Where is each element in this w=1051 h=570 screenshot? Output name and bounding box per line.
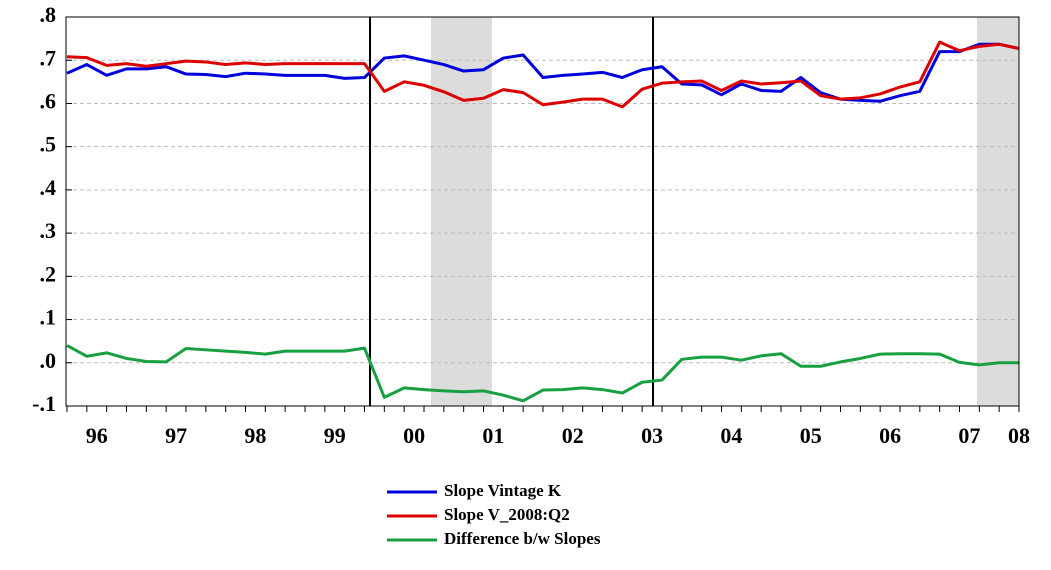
x-tick-label: 96 — [86, 423, 108, 448]
y-tick-label: -.1 — [32, 391, 56, 416]
legend-label: Difference b/w Slopes — [444, 529, 601, 548]
x-tick-label: 00 — [403, 423, 425, 448]
series-line — [66, 40, 1020, 109]
x-tick-label: 01 — [482, 423, 504, 448]
y-tick-label: .1 — [40, 305, 57, 330]
x-tick-label: 04 — [720, 423, 742, 448]
y-tick-label: .5 — [40, 132, 57, 157]
x-tick-label: 06 — [879, 423, 901, 448]
y-tick-label: .3 — [40, 218, 57, 243]
x-tick-label: 03 — [641, 423, 663, 448]
series-line — [66, 42, 1020, 103]
x-tick-label: 08 — [1008, 423, 1030, 448]
recession-shade — [977, 17, 1019, 406]
y-tick-label: .7 — [40, 45, 57, 70]
series-line — [66, 344, 1019, 403]
legend-label: Slope V_2008:Q2 — [444, 505, 570, 524]
y-tick-label: .2 — [40, 261, 57, 286]
y-tick-label: .6 — [40, 88, 57, 113]
y-tick-label: .4 — [40, 175, 57, 200]
legend-label: Slope Vintage K — [444, 481, 562, 500]
x-tick-label: 97 — [165, 423, 187, 448]
y-tick-label: .8 — [40, 2, 57, 27]
x-tick-label: 99 — [324, 423, 346, 448]
recession-shade — [431, 17, 492, 406]
x-tick-label: 07 — [958, 423, 980, 448]
y-tick-label: .0 — [40, 348, 57, 373]
x-tick-label: 05 — [800, 423, 822, 448]
x-tick-label: 98 — [244, 423, 266, 448]
x-tick-label: 02 — [562, 423, 584, 448]
